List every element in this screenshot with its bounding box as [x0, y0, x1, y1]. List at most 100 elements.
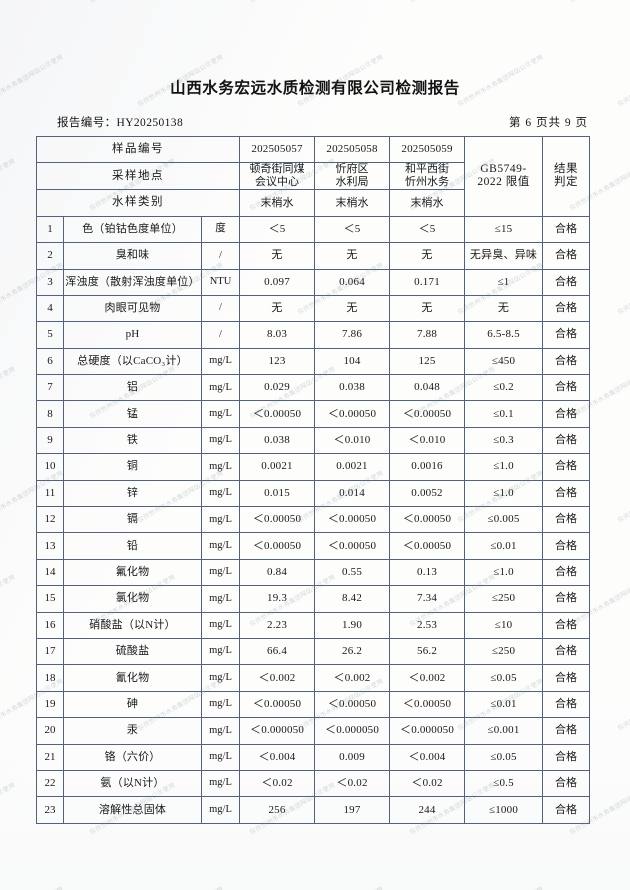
row-index: 3 [36, 268, 64, 296]
parameter-name: 镉 [63, 506, 202, 534]
parameter-unit: mg/L [200, 558, 241, 587]
watermark-text: 仅供忻州市水务集团网站公示使用 [0, 884, 65, 890]
header-label-sample-no: 样品编号 [35, 135, 241, 164]
value-sample-2: ＜0.00050 [314, 506, 391, 534]
parameter-name: 溶解性总固体 [63, 796, 202, 824]
standard-limit: ≤1.0 [464, 558, 544, 587]
standard-limit: ≤450 [464, 347, 544, 376]
parameter-name: 臭和味 [63, 242, 202, 270]
value-sample-3: 无 [389, 294, 466, 323]
standard-limit: ≤0.001 [464, 717, 544, 745]
standard-limit: ≤1000 [464, 796, 544, 824]
table-row: 9 铁 mg/L 0.038 ＜0.010 ＜0.010 ≤0.3 合格 [36, 426, 591, 455]
parameter-unit: mg/L [200, 585, 241, 613]
value-sample-3: 2.53 [389, 611, 466, 639]
value-sample-2: 0.009 [314, 743, 391, 771]
value-sample-1: 0.097 [239, 268, 316, 296]
table-header-row-sample-no: 样品编号 202505057 202505058 202505059 GB5749- 20… [35, 135, 591, 217]
parameter-name: 氟化物 [63, 558, 202, 587]
standard-limit: ≤0.3 [464, 426, 544, 455]
water-type-1: 末梢水 [239, 189, 316, 217]
value-sample-2: 0.038 [314, 374, 391, 402]
table-row: 8 锰 mg/L ＜0.00050 ＜0.00050 ＜0.00050 ≤0.1 合格 [36, 400, 591, 428]
parameter-name: 铜 [63, 453, 202, 481]
parameter-unit: / [200, 321, 241, 349]
row-index: 23 [36, 796, 64, 824]
row-index: 22 [36, 769, 64, 798]
result-verdict: 合格 [542, 532, 591, 560]
standard-limit: ≤0.01 [464, 532, 544, 560]
row-index: 9 [36, 426, 64, 455]
parameter-name: 硫酸盐 [63, 637, 202, 666]
table-row: 3 浑浊度（散射浑浊度单位） NTU 0.097 0.064 0.171 ≤1 合格 [36, 268, 591, 296]
value-sample-2: ＜0.000050 [314, 717, 391, 745]
value-sample-1: 2.23 [239, 611, 316, 639]
watermark-text: 仅供忻州市水务集团网站公示使用 [296, 884, 385, 890]
value-sample-2: 0.0021 [314, 453, 391, 481]
header-label-sampling-site: 采样地点 [35, 162, 241, 191]
value-sample-3: ＜0.02 [389, 769, 466, 798]
result-verdict: 合格 [542, 453, 591, 481]
result-verdict: 合格 [542, 479, 591, 508]
result-verdict: 合格 [542, 321, 591, 349]
parameter-unit: 度 [200, 215, 241, 244]
limit-label-line1: GB5749- [480, 162, 527, 175]
row-index: 16 [36, 611, 64, 639]
result-label-line1: 结果 [554, 162, 579, 175]
parameter-name: 浑浊度（散射浑浊度单位） [63, 268, 202, 296]
row-index: 21 [36, 743, 64, 771]
value-sample-2: 1.90 [314, 611, 391, 639]
header-label-result: 结果 判定 [542, 136, 591, 217]
parameter-unit: mg/L [200, 611, 241, 639]
parameter-unit: mg/L [200, 479, 241, 508]
parameter-unit: / [200, 294, 241, 323]
site-line2: 会议中心 [255, 176, 300, 189]
site-line1: 顿奇街同煤 [249, 163, 305, 176]
parameter-unit: / [200, 242, 241, 270]
value-sample-3: ＜0.000050 [389, 717, 466, 745]
parameter-name: 硝酸盐（以N计） [63, 611, 202, 639]
parameter-name: 铝 [63, 374, 202, 402]
value-sample-3: ＜0.00050 [389, 690, 466, 719]
value-sample-1: 0.015 [239, 479, 316, 508]
value-sample-3: 125 [389, 347, 466, 376]
water-type-2: 末梢水 [314, 189, 391, 217]
row-index: 4 [36, 294, 64, 323]
parameter-unit: mg/L [200, 796, 241, 824]
value-sample-2: 104 [314, 347, 391, 376]
parameter-unit: mg/L [200, 637, 241, 666]
value-sample-1: 无 [239, 242, 316, 270]
result-verdict: 合格 [542, 585, 591, 613]
row-index: 1 [36, 215, 64, 244]
value-sample-1: ＜0.02 [239, 769, 316, 798]
result-verdict: 合格 [542, 294, 591, 323]
result-verdict: 合格 [542, 242, 591, 270]
result-verdict: 合格 [542, 637, 591, 666]
table-row: 19 砷 mg/L ＜0.00050 ＜0.00050 ＜0.00050 ≤0.01 合格 [36, 690, 591, 719]
standard-limit: ≤0.05 [464, 743, 544, 771]
row-index: 19 [36, 690, 64, 719]
parameter-name: pH [63, 321, 202, 349]
value-sample-2: ＜0.00050 [314, 532, 391, 560]
water-quality-table: 样品编号 202505057 202505058 202505059 GB5749- 20… [35, 135, 591, 824]
parameter-unit: mg/L [200, 347, 241, 376]
value-sample-2: 197 [314, 796, 391, 824]
value-sample-3: 无 [389, 242, 466, 270]
value-sample-2: ＜0.010 [314, 426, 391, 455]
watermark-text: 仅供忻州市水务集团网站公示使用 [136, 884, 225, 890]
row-index: 11 [36, 479, 64, 508]
parameter-unit: mg/L [200, 532, 241, 560]
result-verdict: 合格 [542, 426, 591, 455]
table-row: 14 氟化物 mg/L 0.84 0.55 0.13 ≤1.0 合格 [36, 558, 591, 587]
value-sample-2: ＜5 [314, 215, 391, 244]
parameter-unit: mg/L [200, 690, 241, 719]
value-sample-1: 19.3 [239, 585, 316, 613]
table-row: 10 铜 mg/L 0.0021 0.0021 0.0016 ≤1.0 合格 [36, 453, 591, 481]
table-row: 15 氯化物 mg/L 19.3 8.42 7.34 ≤250 合格 [36, 585, 591, 613]
value-sample-2: 无 [314, 294, 391, 323]
report-meta: 报告编号：HY20250138 第 6 页共 9 页 [57, 114, 588, 130]
parameter-name: 汞 [63, 717, 202, 745]
result-verdict: 合格 [542, 690, 591, 719]
parameter-unit: mg/L [200, 374, 241, 402]
